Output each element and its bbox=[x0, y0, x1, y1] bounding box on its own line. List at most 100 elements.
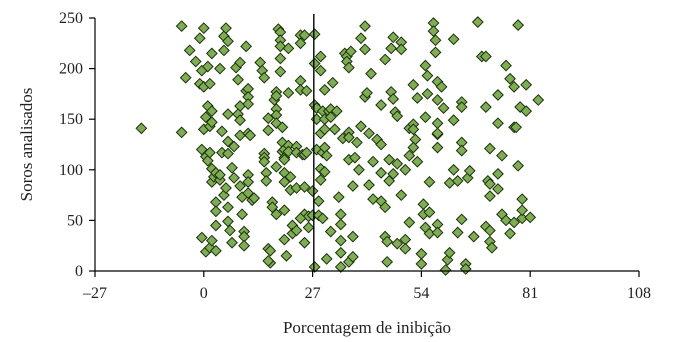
data-point bbox=[504, 227, 516, 240]
data-point bbox=[496, 149, 508, 162]
data-point bbox=[344, 45, 357, 58]
data-point bbox=[282, 86, 295, 99]
data-point bbox=[242, 176, 255, 188]
data-point bbox=[280, 249, 293, 262]
data-point bbox=[274, 40, 287, 53]
data-point bbox=[298, 181, 311, 193]
x-axis-title: Porcentagem de inibição bbox=[283, 318, 451, 337]
data-point bbox=[455, 144, 468, 157]
data-point bbox=[439, 264, 452, 276]
data-point bbox=[262, 254, 275, 267]
data-point bbox=[351, 136, 363, 149]
data-point bbox=[419, 59, 432, 72]
data-point bbox=[320, 252, 333, 265]
data-point bbox=[431, 141, 444, 154]
data-point bbox=[387, 31, 400, 44]
data-point bbox=[326, 76, 339, 89]
data-point bbox=[195, 231, 208, 244]
data-point bbox=[423, 206, 436, 219]
data-point bbox=[375, 99, 388, 111]
data-point bbox=[284, 170, 297, 183]
data-point bbox=[236, 208, 248, 221]
data-point bbox=[417, 198, 430, 211]
data-point bbox=[216, 125, 228, 138]
data-point bbox=[363, 127, 375, 140]
data-point bbox=[328, 123, 341, 136]
data-point bbox=[483, 178, 496, 190]
data-point bbox=[435, 80, 448, 93]
data-point bbox=[532, 94, 545, 106]
data-point bbox=[179, 71, 192, 84]
data-point bbox=[508, 216, 520, 229]
data-point bbox=[375, 166, 388, 179]
data-point bbox=[318, 83, 331, 96]
data-point bbox=[421, 69, 434, 82]
data-point bbox=[512, 19, 525, 31]
data-point bbox=[232, 73, 244, 86]
data-point bbox=[209, 244, 222, 257]
data-point bbox=[463, 164, 476, 177]
data-point bbox=[359, 43, 371, 56]
data-point bbox=[308, 28, 321, 41]
x-tick-label: 27 bbox=[305, 285, 321, 302]
data-point bbox=[205, 47, 218, 60]
y-tick-label: 200 bbox=[59, 61, 83, 78]
x-tick-label: 81 bbox=[522, 285, 538, 302]
data-point bbox=[270, 208, 283, 221]
data-point bbox=[379, 53, 392, 66]
data-point bbox=[278, 153, 291, 166]
data-point bbox=[451, 226, 464, 239]
data-point bbox=[228, 171, 240, 184]
data-point bbox=[242, 98, 255, 110]
data-point bbox=[218, 44, 230, 57]
data-point bbox=[262, 124, 275, 137]
data-point bbox=[483, 190, 496, 203]
data-point bbox=[387, 167, 400, 180]
data-point bbox=[367, 193, 379, 206]
data-point bbox=[508, 80, 520, 93]
data-point bbox=[431, 94, 444, 106]
data-point bbox=[290, 224, 303, 237]
data-point bbox=[234, 56, 246, 69]
data-point bbox=[516, 193, 529, 206]
data-point bbox=[500, 59, 512, 72]
data-point bbox=[512, 159, 525, 172]
data-point bbox=[278, 204, 291, 217]
data-point bbox=[510, 121, 523, 134]
y-tick-label: 100 bbox=[59, 162, 83, 179]
data-point bbox=[411, 92, 424, 104]
data-point bbox=[346, 180, 359, 192]
data-point bbox=[316, 212, 329, 225]
data-point bbox=[421, 87, 434, 100]
data-point bbox=[455, 213, 468, 226]
data-point bbox=[431, 127, 444, 140]
data-point bbox=[483, 224, 496, 237]
data-point bbox=[367, 155, 379, 168]
data-point bbox=[205, 105, 218, 118]
data-point bbox=[443, 246, 456, 259]
data-point bbox=[222, 147, 234, 160]
data-point bbox=[334, 218, 347, 231]
data-point bbox=[471, 16, 484, 28]
data-point bbox=[379, 201, 392, 214]
y-tick-label: 0 bbox=[75, 263, 83, 280]
data-point bbox=[183, 44, 196, 57]
data-point bbox=[355, 32, 367, 45]
data-point bbox=[395, 43, 408, 56]
data-point bbox=[334, 261, 347, 273]
data-point bbox=[492, 117, 504, 130]
data-point bbox=[429, 34, 442, 47]
data-point bbox=[407, 141, 420, 154]
x-tick-label: 54 bbox=[413, 285, 429, 302]
data-point bbox=[201, 60, 214, 73]
data-point bbox=[334, 246, 347, 259]
data-point bbox=[226, 161, 238, 174]
data-point bbox=[306, 185, 319, 197]
data-point bbox=[318, 165, 331, 178]
data-point bbox=[302, 221, 315, 234]
data-point bbox=[361, 86, 373, 99]
data-point bbox=[391, 110, 404, 123]
data-point bbox=[407, 123, 420, 136]
data-point bbox=[486, 241, 498, 254]
